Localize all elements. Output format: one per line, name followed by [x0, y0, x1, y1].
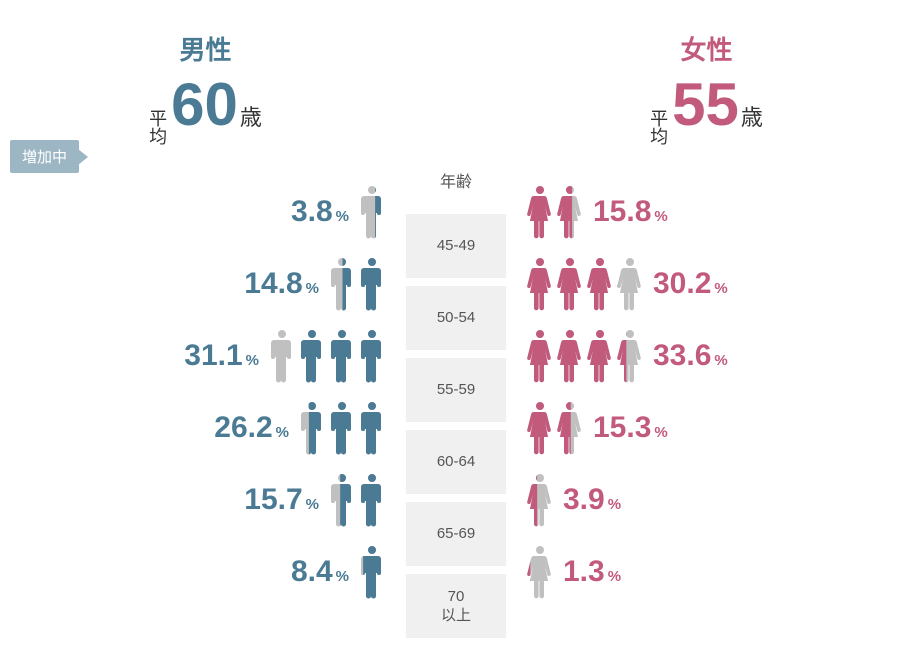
age-label: 60-64 [406, 430, 506, 494]
male-icons [359, 544, 385, 600]
female-row: 33.6% [521, 320, 892, 392]
male-icons [359, 184, 385, 240]
female-avg-number: 55 [672, 75, 739, 135]
person-female-icon [617, 256, 643, 312]
female-row: 30.2% [521, 248, 892, 320]
person-female-icon [587, 256, 613, 312]
female-pct: 3.9% [563, 483, 621, 517]
avg-label-bottom: 均 [650, 128, 668, 146]
person-male-icon [329, 256, 355, 312]
female-icons [527, 400, 583, 456]
person-female-icon [527, 544, 553, 600]
female-icons [527, 544, 553, 600]
age-label: 65-69 [406, 502, 506, 566]
female-icons [527, 256, 643, 312]
male-row: 26.2% [20, 392, 391, 464]
increasing-badge: 増加中 [10, 140, 79, 173]
female-average: 平 均 55 歳 [650, 75, 763, 146]
male-pct: 26.2% [214, 411, 289, 445]
person-male-icon [359, 184, 385, 240]
female-pct: 30.2% [653, 267, 728, 301]
female-pct: 33.6% [653, 339, 728, 373]
male-icons [329, 256, 385, 312]
person-female-icon [527, 328, 553, 384]
male-row: 3.8% [20, 176, 391, 248]
age-header: 年齢 [440, 168, 472, 192]
avg-label-top: 平 [650, 110, 668, 128]
avg-label-bottom: 均 [149, 128, 167, 146]
person-male-icon [359, 328, 385, 384]
person-male-icon [329, 328, 355, 384]
male-average: 平 均 60 歳 [149, 75, 262, 146]
person-male-icon [299, 400, 325, 456]
age-label: 50-54 [406, 286, 506, 350]
male-icons [269, 328, 385, 384]
person-female-icon [617, 328, 643, 384]
male-row: 8.4% [20, 536, 391, 608]
person-female-icon [587, 328, 613, 384]
avg-label-top: 平 [149, 110, 167, 128]
chart-container: 男性 平 均 60 歳 3.8% 14.8% 31.1% [0, 0, 912, 632]
person-male-icon [329, 400, 355, 456]
male-row: 14.8% [20, 248, 391, 320]
female-title: 女性 [680, 30, 732, 67]
person-male-icon [359, 472, 385, 528]
person-female-icon [557, 184, 583, 240]
female-pct: 1.3% [563, 555, 621, 589]
person-female-icon [557, 256, 583, 312]
age-label: 45-49 [406, 214, 506, 278]
male-column: 男性 平 均 60 歳 3.8% 14.8% 31.1% [20, 30, 401, 612]
female-pct: 15.8% [593, 195, 668, 229]
person-male-icon [329, 472, 355, 528]
person-male-icon [269, 328, 295, 384]
person-male-icon [359, 400, 385, 456]
person-female-icon [527, 472, 553, 528]
age-column: 年齢 45-4950-5455-5960-6465-6970以上 [401, 30, 511, 612]
female-icons [527, 472, 553, 528]
female-icons [527, 184, 583, 240]
person-female-icon [557, 328, 583, 384]
female-row: 1.3% [521, 536, 892, 608]
female-row: 3.9% [521, 464, 892, 536]
female-avg-unit: 歳 [741, 100, 763, 132]
person-male-icon [359, 544, 385, 600]
female-avg-label: 平 均 [650, 110, 668, 146]
female-row: 15.3% [521, 392, 892, 464]
male-title: 男性 [179, 30, 231, 67]
female-column: 女性 平 均 55 歳 15.8% 30.2% [511, 30, 892, 612]
age-label: 70以上 [406, 574, 506, 638]
person-male-icon [299, 328, 325, 384]
male-pct: 8.4% [291, 555, 349, 589]
male-row: 15.7% [20, 464, 391, 536]
female-pct: 15.3% [593, 411, 668, 445]
male-icons [299, 400, 385, 456]
female-row: 15.8% [521, 176, 892, 248]
female-rows: 15.8% 30.2% 33.6% 15.3% [521, 176, 892, 608]
male-row: 31.1% [20, 320, 391, 392]
male-icons [329, 472, 385, 528]
person-male-icon [359, 256, 385, 312]
male-pct: 31.1% [184, 339, 259, 373]
male-rows: 3.8% 14.8% 31.1% 26.2% 1 [20, 176, 391, 608]
male-avg-unit: 歳 [240, 100, 262, 132]
male-pct: 3.8% [291, 195, 349, 229]
person-female-icon [527, 256, 553, 312]
female-icons [527, 328, 643, 384]
person-female-icon [557, 400, 583, 456]
person-female-icon [527, 184, 553, 240]
person-female-icon [527, 400, 553, 456]
male-pct: 14.8% [244, 267, 319, 301]
age-label: 55-59 [406, 358, 506, 422]
male-avg-number: 60 [171, 75, 238, 135]
male-pct: 15.7% [244, 483, 319, 517]
male-avg-label: 平 均 [149, 110, 167, 146]
